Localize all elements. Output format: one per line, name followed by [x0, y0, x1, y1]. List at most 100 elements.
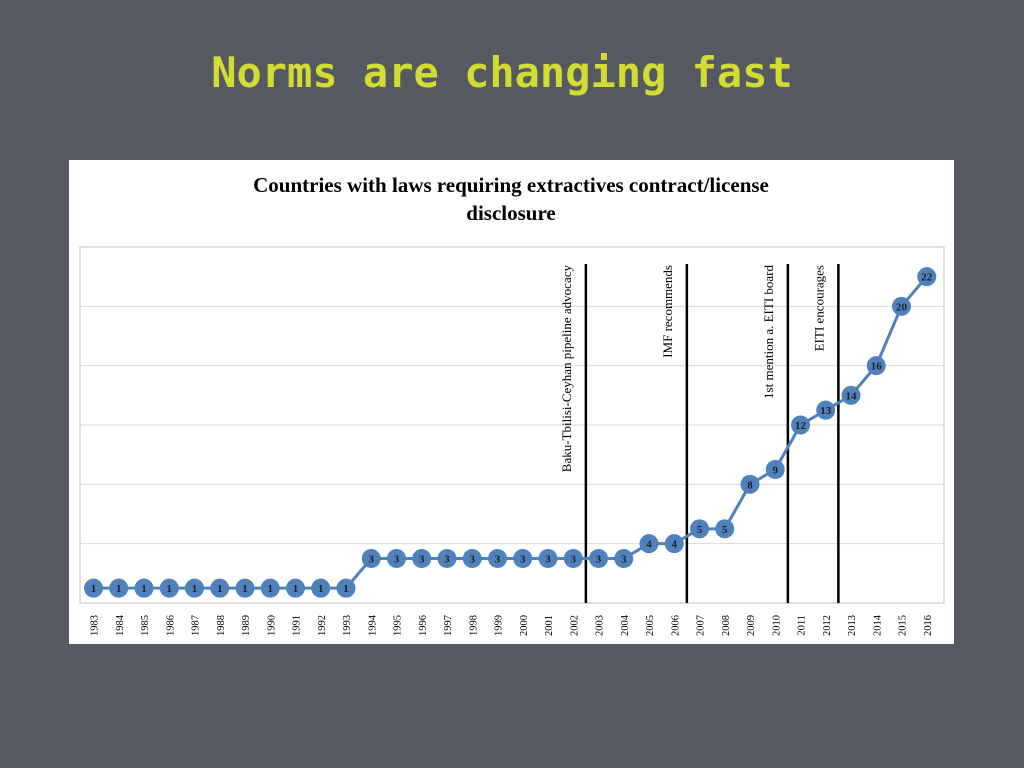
x-tick-label: 2000 [519, 615, 530, 636]
x-tick-label: 2007 [696, 615, 707, 636]
data-point [866, 356, 886, 376]
x-tick-label: 2010 [771, 615, 782, 636]
x-tick-label: 1989 [241, 615, 252, 636]
data-point [235, 578, 255, 598]
x-tick-label: 2008 [721, 615, 732, 636]
data-point [715, 519, 735, 539]
data-point [614, 549, 634, 568]
data-label: 3 [495, 554, 501, 566]
data-point [286, 578, 305, 598]
annotation-label: Baku-Tbilisi-Ceyhan pipeline advocacy [559, 265, 574, 473]
data-point [210, 578, 230, 598]
x-tick-label: 2012 [822, 615, 833, 636]
x-tick-label: 1987 [191, 615, 202, 636]
x-tick-label: 2001 [544, 615, 555, 636]
x-tick-label: 1993 [342, 615, 353, 636]
data-point [841, 385, 861, 405]
data-label: 13 [820, 405, 832, 417]
x-tick-label: 1998 [468, 615, 479, 636]
x-tick-label: 1985 [140, 615, 151, 636]
data-label: 9 [773, 465, 779, 477]
data-label: 1 [343, 583, 349, 595]
series-polyline [93, 275, 928, 590]
data-point [589, 549, 608, 568]
data-label: 14 [846, 390, 858, 402]
data-label: 5 [697, 524, 703, 536]
data-label: 1 [242, 583, 248, 595]
data-label: 3 [520, 554, 526, 566]
x-tick-label: 2004 [620, 614, 631, 636]
data-label: 1 [318, 583, 324, 595]
x-tick-label: 2006 [670, 615, 681, 636]
x-tick-label: 2002 [569, 615, 580, 636]
data-label: 1 [167, 583, 173, 595]
x-tick-label: 1990 [266, 615, 277, 636]
data-point [639, 534, 659, 554]
data-label: 1 [192, 583, 198, 595]
data-point [185, 578, 204, 598]
data-label: 1 [293, 583, 299, 595]
data-label: 1 [116, 583, 122, 595]
data-point [892, 296, 911, 316]
data-label: 16 [871, 361, 883, 373]
data-label: 4 [672, 539, 678, 551]
data-point [361, 549, 381, 568]
line-chart: Countries with laws requiring extractive… [79, 173, 945, 636]
data-label: 3 [470, 554, 476, 566]
data-point [109, 578, 129, 598]
data-label: 8 [747, 479, 753, 491]
chart-panel: Countries with laws requiring extractive… [69, 160, 954, 644]
data-label: 4 [646, 539, 652, 551]
x-axis-ticks: 1983 1984 1985 1986 1987 1988 1989 1990 1991 1992… [90, 614, 934, 636]
annotation-label: IMF recommends [660, 265, 675, 358]
data-point [563, 549, 583, 568]
data-point [437, 549, 457, 568]
data-label: 3 [419, 554, 425, 566]
x-tick-label: 1983 [90, 615, 101, 636]
data-point [740, 474, 760, 494]
x-tick-label: 2011 [797, 615, 808, 636]
data-point [664, 534, 684, 554]
data-point [538, 549, 558, 568]
data-point [917, 267, 937, 287]
data-label: 3 [444, 554, 450, 566]
data-point [816, 400, 836, 420]
data-label: 1 [268, 583, 274, 595]
chart-title-line-1: Countries with laws requiring extractive… [253, 173, 769, 197]
x-tick-label: 1988 [216, 615, 227, 636]
x-tick-label: 2013 [847, 615, 858, 636]
x-tick-label: 1991 [292, 615, 303, 636]
data-point [260, 578, 280, 598]
data-label: 3 [596, 554, 602, 566]
data-label: 3 [369, 554, 375, 566]
chart-title-line-2: disclosure [466, 201, 555, 225]
x-tick-label: 1996 [418, 615, 429, 636]
data-label: 20 [896, 301, 908, 313]
x-tick-label: 2016 [923, 615, 934, 636]
x-tick-label: 2003 [595, 615, 606, 636]
data-label: 3 [394, 554, 400, 566]
annotation-label: EITI encourages [811, 265, 826, 351]
data-point [765, 460, 785, 479]
x-tick-label: 1995 [393, 615, 404, 636]
data-point [134, 578, 154, 598]
data-point [462, 549, 482, 568]
data-label: 1 [91, 583, 97, 595]
x-tick-label: 1999 [494, 615, 505, 636]
x-tick-label: 2005 [645, 615, 656, 636]
data-label: 22 [921, 272, 933, 284]
data-point [412, 549, 432, 568]
gridlines [80, 305, 944, 545]
data-point [690, 519, 709, 539]
data-label: 12 [795, 420, 807, 432]
data-label: 1 [141, 583, 147, 595]
x-tick-label: 2009 [746, 615, 757, 636]
data-point [84, 578, 103, 598]
data-point [387, 549, 406, 568]
annotation-label: 1st mention a. EITI board [761, 265, 776, 399]
x-tick-label: 1997 [443, 615, 454, 636]
data-point [336, 578, 356, 598]
x-tick-label: 1992 [317, 615, 328, 636]
x-tick-label: 1994 [367, 614, 378, 636]
